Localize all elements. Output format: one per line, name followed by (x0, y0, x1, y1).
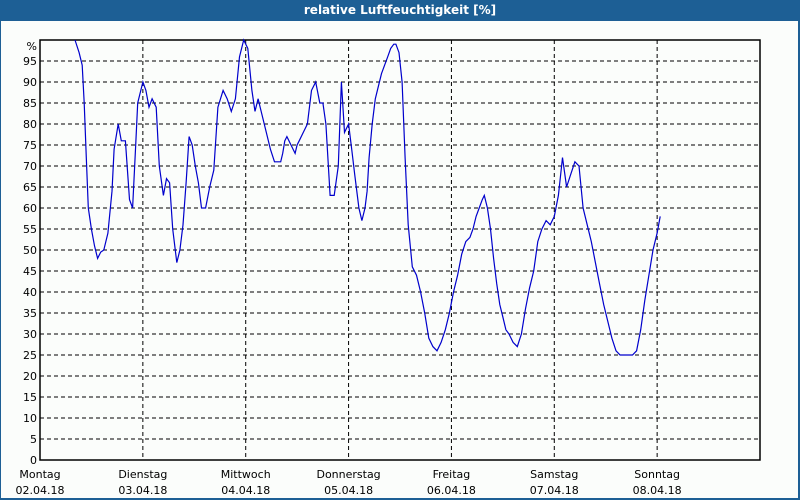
x-tick-date: 06.04.18 (427, 484, 476, 497)
y-tick-label: 0 (30, 454, 37, 467)
y-tick-label: 25 (23, 349, 37, 362)
y-tick-label: 85 (23, 97, 37, 110)
x-tick-date: 02.04.18 (16, 484, 65, 497)
x-tick-day: Dienstag (118, 468, 167, 481)
x-tick-date: 07.04.18 (530, 484, 579, 497)
x-tick-date: 05.04.18 (324, 484, 373, 497)
y-tick-label: 70 (23, 160, 37, 173)
x-tick-date: 08.04.18 (633, 484, 682, 497)
x-tick-day: Montag (19, 468, 60, 481)
x-tick-day: Samstag (530, 468, 578, 481)
x-tick-date: 03.04.18 (118, 484, 167, 497)
humidity-line (74, 38, 661, 356)
y-tick-label: 5 (30, 433, 37, 446)
x-tick-day: Freitag (433, 468, 471, 481)
x-tick-day: Sonntag (634, 468, 680, 481)
y-tick-label: 20 (23, 370, 37, 383)
y-unit-label: % (27, 40, 37, 53)
chart-title: relative Luftfeuchtigkeit [%] (0, 0, 800, 21)
x-tick-day: Mittwoch (221, 468, 271, 481)
y-tick-label: 95 (23, 55, 37, 68)
y-tick-label: 60 (23, 202, 37, 215)
x-tick-day: Donnerstag (316, 468, 380, 481)
y-tick-label: 10 (23, 412, 37, 425)
y-tick-label: 40 (23, 286, 37, 299)
y-tick-label: 45 (23, 265, 37, 278)
y-tick-label: 50 (23, 244, 37, 257)
y-tick-label: 75 (23, 139, 37, 152)
y-tick-label: 15 (23, 391, 37, 404)
y-tick-label: 80 (23, 118, 37, 131)
plot-frame (39, 39, 761, 461)
x-tick-date: 04.04.18 (221, 484, 270, 497)
y-tick-label: 65 (23, 181, 37, 194)
y-tick-label: 30 (23, 328, 37, 341)
y-tick-label: 55 (23, 223, 37, 236)
y-tick-label: 35 (23, 307, 37, 320)
y-tick-label: 90 (23, 76, 37, 89)
